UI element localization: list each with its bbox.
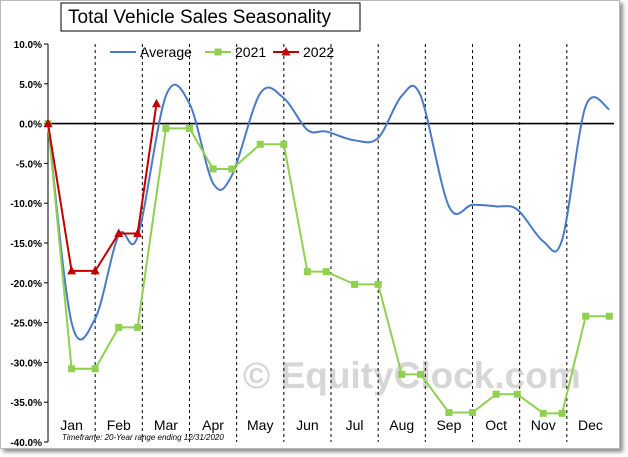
y-tick-label: -35.0%: [10, 398, 42, 409]
legend-2022-label: 2022: [303, 44, 334, 60]
2021-series-point: [162, 124, 170, 132]
legend-2022-marker: [281, 47, 291, 56]
2021-series-point: [513, 390, 521, 398]
2021-series-point: [186, 124, 193, 132]
2021-series-point: [303, 268, 311, 276]
x-tick-label: Dec: [578, 417, 603, 433]
x-tick-label: Nov: [531, 417, 556, 433]
2022-series-point: [67, 265, 77, 275]
x-tick-label: Mar: [154, 417, 178, 433]
2022-series-point: [151, 98, 161, 108]
2021-series-point: [445, 409, 453, 417]
2021-series-point: [322, 268, 330, 276]
2021-series-point: [115, 323, 123, 331]
watermark: © EquityClock.com: [243, 355, 581, 396]
2022-series-line: [47, 103, 158, 272]
2021-series-point: [582, 312, 590, 320]
y-tick-label: -10.0%: [10, 199, 42, 210]
2021-series-point: [351, 280, 359, 288]
y-tick-label: -30.0%: [10, 358, 42, 369]
x-tick-label: Jul: [346, 417, 364, 433]
x-tick-label: Aug: [389, 417, 414, 433]
y-tick-label: -15.0%: [10, 239, 42, 250]
2021-series-point: [374, 280, 382, 288]
y-tick-label: -5.0%: [16, 159, 42, 170]
y-tick-label: -40.0%: [10, 438, 42, 449]
x-tick-label: Sep: [436, 417, 461, 433]
x-tick-label: Feb: [107, 417, 131, 433]
2021-series-point: [134, 323, 142, 331]
legend-2021-label: 2021: [235, 44, 266, 60]
2021-series-point: [539, 409, 547, 417]
legend-average-label: Average: [140, 44, 192, 60]
2021-series-point: [280, 140, 288, 148]
y-tick-label: 0.0%: [19, 120, 42, 131]
y-tick-label: 10.0%: [14, 40, 42, 51]
legend-2021-marker: [214, 48, 222, 56]
title-box: [60, 2, 361, 32]
2022-series: [43, 98, 161, 275]
x-tick-label: Oct: [485, 417, 507, 433]
x-tick-label: Apr: [202, 417, 224, 433]
2021-series-point: [68, 365, 76, 373]
x-tick-label: Jun: [296, 417, 319, 433]
2022-series-point: [90, 265, 100, 275]
2022-series-point: [114, 228, 124, 237]
y-tick-label: 5.0%: [19, 80, 42, 91]
2021-series-point: [558, 409, 566, 417]
2021-series-point: [228, 165, 236, 173]
2021-series-point: [398, 370, 406, 378]
2022-series-point: [133, 228, 143, 237]
2021-series-point: [417, 370, 425, 378]
x-tick-label: Jan: [60, 417, 83, 433]
average-series-line: [47, 83, 610, 341]
y-tick-label: -25.0%: [10, 319, 42, 330]
2022-series-point: [43, 118, 53, 128]
2021-series-point: [256, 140, 264, 148]
footnote: Timeframe: 20-Year range ending 12/31/20…: [62, 433, 224, 442]
2021-series-point: [91, 365, 99, 373]
y-tick-label: -20.0%: [10, 279, 42, 290]
2021-series-point: [209, 165, 217, 173]
2021-series-point: [492, 390, 500, 398]
2021-series-point: [469, 409, 476, 417]
chart-title: Total Vehicle Sales Seasonality: [68, 7, 331, 28]
x-tick-label: May: [247, 417, 273, 433]
average-series: [47, 83, 610, 341]
2021-series-point: [605, 312, 613, 320]
